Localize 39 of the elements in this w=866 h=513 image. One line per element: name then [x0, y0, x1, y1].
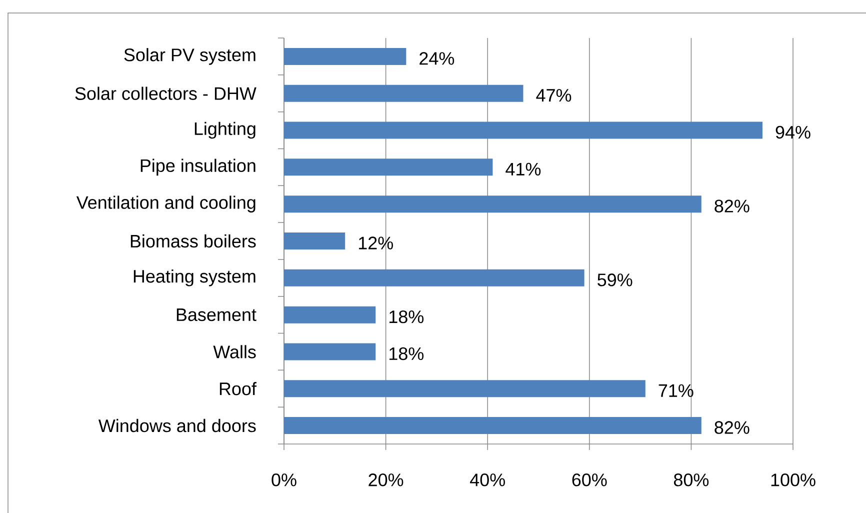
y-tick-label: Basement — [176, 308, 256, 322]
bar — [284, 48, 406, 65]
x-tick-label: 100% — [771, 474, 816, 486]
x-tick-label: 60% — [572, 474, 607, 486]
data-label: 71% — [658, 384, 694, 397]
x-tick-label: 40% — [470, 474, 505, 486]
data-label: 47% — [536, 89, 572, 102]
data-label: 18% — [390, 310, 424, 324]
bar — [284, 232, 346, 250]
y-tick-label: Solar PV system — [124, 48, 256, 65]
bar — [284, 417, 702, 434]
y-tick-label: Biomass boilers — [130, 234, 256, 248]
y-tick-label: Solar collectors - DHW — [75, 86, 256, 100]
data-label: 82% — [714, 200, 750, 212]
bar — [284, 343, 376, 360]
x-tick-label: 0% — [272, 474, 296, 486]
bar — [284, 158, 493, 176]
bar — [284, 196, 702, 213]
y-tick-label: Heating system — [134, 270, 256, 286]
bar — [284, 122, 762, 139]
y-tick-label: Lighting — [194, 122, 256, 139]
data-label: 82% — [714, 421, 750, 434]
data-label: 18% — [390, 347, 424, 360]
y-tick-label: Walls — [213, 345, 256, 358]
y-tick-label: Windows and doors — [98, 418, 256, 432]
y-tick-label: Ventilation and cooling — [76, 196, 256, 212]
bar — [284, 306, 376, 324]
data-label: 59% — [598, 274, 632, 286]
y-tick-label: Roof — [220, 382, 256, 396]
data-label: 12% — [358, 236, 393, 250]
bar — [284, 84, 524, 102]
data-label: 41% — [506, 162, 541, 176]
data-label: 94% — [776, 126, 810, 139]
bar — [284, 380, 646, 398]
x-tick-label: 80% — [674, 474, 709, 486]
bar — [284, 269, 584, 286]
y-tick-label: Pipe insulation — [140, 158, 256, 176]
data-label: 24% — [420, 52, 454, 65]
x-tick-label: 20% — [368, 474, 404, 486]
